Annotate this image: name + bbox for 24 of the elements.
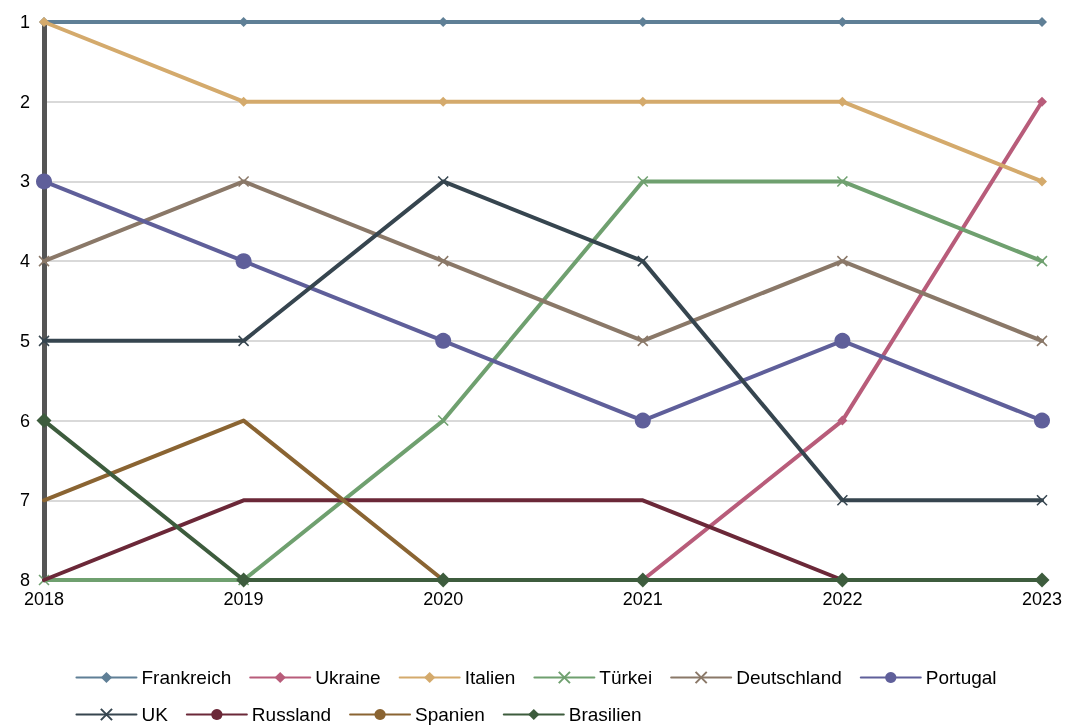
y-tick-label: 4 [19, 251, 30, 272]
y-tick-label: 6 [19, 410, 30, 431]
legend-label: Brasilien [568, 704, 642, 725]
x-tick-label: 2018 [23, 589, 65, 609]
x-tick-label: 2022 [822, 589, 863, 609]
y-tick-label: 5 [19, 330, 30, 351]
x-tick-label: 2020 [423, 589, 464, 609]
x-tick-label: 2023 [1021, 589, 1063, 609]
legend-label: Spanien [415, 704, 485, 725]
legend-label: Italien [464, 667, 516, 688]
legend-label: Russland [251, 704, 332, 725]
y-tick-label: 8 [19, 570, 30, 590]
legend-label: UK [141, 704, 169, 725]
legend-label: Türkei [599, 667, 653, 688]
y-tick-label: 3 [19, 171, 30, 192]
y-tick-label: 1 [19, 12, 30, 32]
legend-label: Portugal [925, 667, 997, 688]
y-tick-label: 7 [19, 490, 30, 511]
legend-label: Frankreich [141, 667, 232, 688]
legend-label: Deutschland [736, 667, 842, 688]
legend-label: Ukraine [315, 667, 381, 688]
y-tick-label: 2 [19, 91, 30, 112]
x-tick-label: 2019 [223, 589, 264, 609]
x-tick-label: 2021 [622, 589, 663, 609]
